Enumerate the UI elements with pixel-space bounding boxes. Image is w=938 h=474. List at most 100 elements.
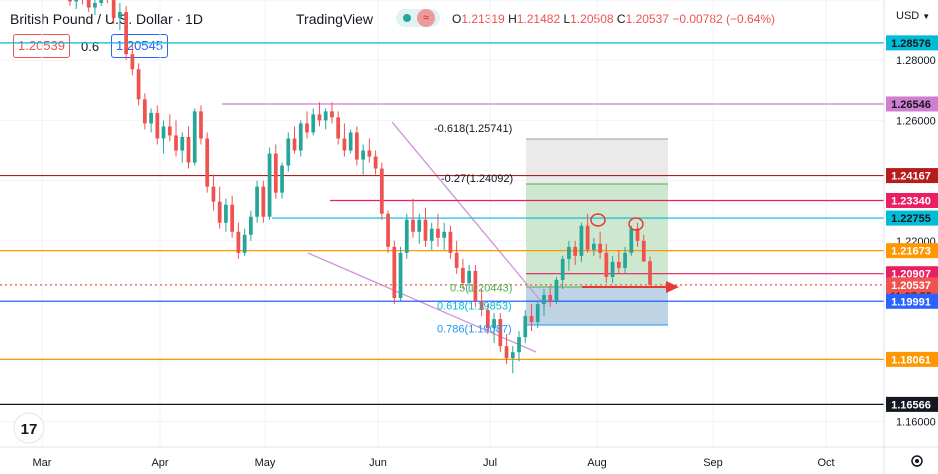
candle [604, 243, 609, 283]
symbol-title[interactable]: British Pound / U.S. Dollar · 1D [10, 11, 203, 27]
candle-body [548, 294, 553, 302]
ohlc-readout: O1.21319 H1.21482 L1.20508 C1.20537 −0.0… [452, 12, 775, 26]
candle-body [629, 228, 634, 253]
fib-label: -0.618(1.25741) [434, 123, 512, 135]
chevron-down-icon: ▼ [922, 12, 931, 21]
candle-body [255, 186, 259, 217]
candle [124, 6, 128, 61]
candle-body [448, 231, 453, 253]
candle-body [199, 111, 203, 139]
candle-body [74, 0, 79, 2]
candle-body [598, 243, 602, 253]
candle-body [336, 117, 341, 139]
candle [542, 288, 546, 317]
change-value: −0.00782 (−0.64%) [672, 12, 776, 26]
candle-body [149, 112, 153, 124]
candle-body [560, 258, 565, 280]
candle [161, 120, 166, 154]
candle-body [355, 132, 359, 160]
candle [99, 0, 104, 7]
candle [554, 276, 559, 305]
x-tick-label: Mar [33, 457, 52, 469]
candle-body [311, 114, 316, 133]
candle-body [305, 123, 309, 133]
fib-zone-blue [526, 287, 668, 325]
candle-body [217, 201, 222, 223]
fib-label: 0.5(1.20443) [450, 283, 512, 295]
candle-body [118, 12, 122, 19]
candle-body [648, 261, 652, 285]
candle-body [267, 153, 272, 217]
candle-body [248, 216, 253, 235]
price-tag-label: 1.28576 [891, 38, 931, 50]
close-label: C [616, 12, 626, 26]
price-tag-bg [886, 96, 938, 112]
currency-selector[interactable]: USD ▼ [896, 10, 930, 22]
price-tag-bg [886, 293, 938, 309]
candle-body [461, 267, 465, 283]
candle-body [68, 0, 72, 2]
price-tag-label: 1.22755 [891, 213, 931, 225]
wedge-lower-line [307, 252, 537, 353]
svg-text:17: 17 [21, 421, 38, 438]
candle [118, 3, 122, 31]
candle-body [236, 231, 241, 253]
candle [342, 123, 347, 157]
fib-zone-grey [526, 139, 668, 184]
candle [261, 180, 266, 223]
candle-body [510, 352, 515, 359]
candle [648, 256, 652, 286]
price-tag-bg [886, 192, 938, 208]
market-status-indicator[interactable]: ≈ [396, 9, 440, 27]
candle [311, 108, 316, 136]
candle [398, 246, 403, 302]
price-tag-label: 1.18061 [891, 354, 931, 366]
candle-body [136, 69, 141, 100]
candle [379, 162, 384, 220]
price-tag: 1.23340 [886, 192, 938, 208]
candle [467, 264, 472, 292]
candle [86, 0, 91, 13]
price-tag: 1.24167 [886, 168, 938, 184]
x-tick-label: Apr [151, 457, 168, 469]
candle [174, 120, 178, 157]
candle [217, 186, 222, 229]
candle [635, 222, 640, 247]
x-tick-label: Sep [703, 457, 723, 469]
candle [286, 132, 291, 172]
candle-body [498, 319, 503, 347]
candle [298, 120, 303, 157]
candle-body [379, 168, 384, 214]
gear-icon[interactable] [911, 455, 923, 467]
currency-label: USD [896, 10, 920, 22]
candle [180, 132, 185, 163]
price-tag-bg [886, 351, 938, 367]
candle [330, 102, 334, 124]
candle [523, 310, 528, 344]
low-value: 1.20508 [570, 12, 614, 26]
candle-body [261, 186, 266, 217]
price-tag: 1.16566 [886, 396, 938, 412]
price-tag-label: 1.19991 [891, 296, 931, 308]
candle [610, 255, 615, 283]
candle [448, 225, 453, 259]
candle [211, 174, 216, 211]
candle-body [585, 225, 590, 250]
candle-body [192, 111, 197, 163]
candle [579, 222, 584, 262]
candle [504, 334, 509, 365]
candle [592, 237, 596, 256]
price-tag-label: 1.16566 [891, 399, 931, 411]
double-top-circle [590, 213, 606, 227]
low-label: L [563, 12, 571, 26]
candle [155, 105, 160, 145]
candle-body [442, 231, 447, 238]
candle-body [124, 12, 128, 55]
candle [535, 301, 540, 329]
candle-body [211, 186, 216, 202]
tradingview-logo-icon[interactable]: 17 [13, 412, 45, 444]
candle [317, 102, 322, 127]
price-tag-label: 1.24167 [891, 171, 931, 183]
candle-body [392, 246, 397, 298]
